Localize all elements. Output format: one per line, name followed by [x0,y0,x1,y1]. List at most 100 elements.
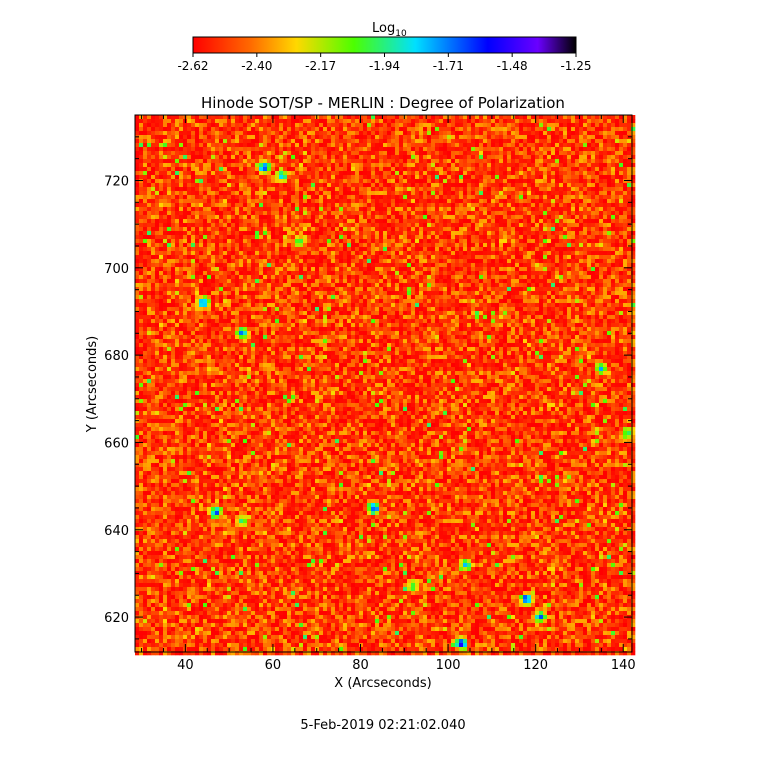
heatmap-cell [207,195,211,199]
heatmap-cell [243,183,247,187]
heatmap-cell [383,175,387,179]
heatmap-cell [431,183,435,187]
heatmap-cell [371,219,375,223]
heatmap-cell [255,163,259,167]
heatmap-cell [423,203,427,207]
heatmap-cell [211,119,215,123]
heatmap-cell [219,171,223,175]
heatmap-cell [523,203,527,207]
heatmap-cell [179,243,183,247]
heatmap-cell [619,231,623,235]
heatmap-cell [351,271,355,275]
heatmap-cell [287,143,291,147]
heatmap-cell [495,179,499,183]
heatmap-cell [187,267,191,271]
heatmap-cell [191,171,195,175]
heatmap-cell [363,187,367,191]
heatmap-cell [347,183,351,187]
heatmap-cell [527,179,531,183]
heatmap-cell [335,127,339,131]
heatmap-cell [491,235,495,239]
heatmap-cell [143,167,147,171]
heatmap-cell [387,247,391,251]
heatmap-cell [283,171,287,175]
heatmap-cell [151,131,155,135]
heatmap-cell [483,151,487,155]
heatmap-cell [447,211,451,215]
heatmap-cell [559,259,563,263]
heatmap-cell [167,187,171,191]
heatmap-cell [571,227,575,231]
heatmap-cell [319,123,323,127]
heatmap-cell [311,119,315,123]
heatmap-cell [459,203,463,207]
heatmap-cell [183,231,187,235]
heatmap-cell [187,131,191,135]
heatmap-cell [583,123,587,127]
heatmap-cell [219,203,223,207]
heatmap-cell [387,135,391,139]
heatmap-cell [183,151,187,155]
heatmap-cell [623,171,627,175]
heatmap-cell [239,119,243,123]
heatmap-cell [515,159,519,163]
heatmap-cell [375,135,379,139]
heatmap-cell [623,247,627,251]
heatmap-cell [315,171,319,175]
heatmap-cell [423,167,427,171]
heatmap-cell [471,115,475,119]
heatmap-cell [335,171,339,175]
heatmap-cell [579,135,583,139]
heatmap-cell [255,251,259,255]
heatmap-cell [391,127,395,131]
heatmap-cell [619,163,623,167]
heatmap-cell [611,251,615,255]
heatmap-cell [439,203,443,207]
heatmap-cell [587,143,591,147]
heatmap-cell [327,207,331,211]
heatmap-cell [475,247,479,251]
heatmap-cell [239,199,243,203]
heatmap-cell [531,155,535,159]
heatmap-cell [407,243,411,247]
heatmap-cell [483,247,487,251]
heatmap-cell [543,271,547,275]
heatmap-cell [351,139,355,143]
heatmap-cell [583,195,587,199]
heatmap-cell [247,155,251,159]
heatmap-cell [307,179,311,183]
heatmap-cell [279,215,283,219]
heatmap-cell [627,179,631,183]
heatmap-cell [471,223,475,227]
heatmap-cell [211,271,215,275]
heatmap-cell [331,219,335,223]
heatmap-cell [239,155,243,159]
heatmap-cell [447,259,451,263]
heatmap-cell [279,259,283,263]
heatmap-cell [539,139,543,143]
heatmap-cell [491,259,495,263]
heatmap-cell [603,135,607,139]
heatmap-cell [523,123,527,127]
heatmap-cell [303,135,307,139]
heatmap-cell [331,235,335,239]
heatmap-cell [295,119,299,123]
heatmap-cell [315,159,319,163]
heatmap-cell [139,195,143,199]
heatmap-cell [183,263,187,267]
heatmap-cell [259,187,263,191]
heatmap-cell [435,235,439,239]
heatmap-cell [627,171,631,175]
heatmap-cell [163,155,167,159]
heatmap-cell [255,179,259,183]
heatmap-cell [415,243,419,247]
heatmap-cell [595,215,599,219]
heatmap-cell [415,135,419,139]
heatmap-cell [391,179,395,183]
heatmap-cell [279,119,283,123]
heatmap-cell [183,171,187,175]
heatmap-cell [163,259,167,263]
heatmap-cell [607,215,611,219]
heatmap-cell [299,139,303,143]
heatmap-cell [623,207,627,211]
